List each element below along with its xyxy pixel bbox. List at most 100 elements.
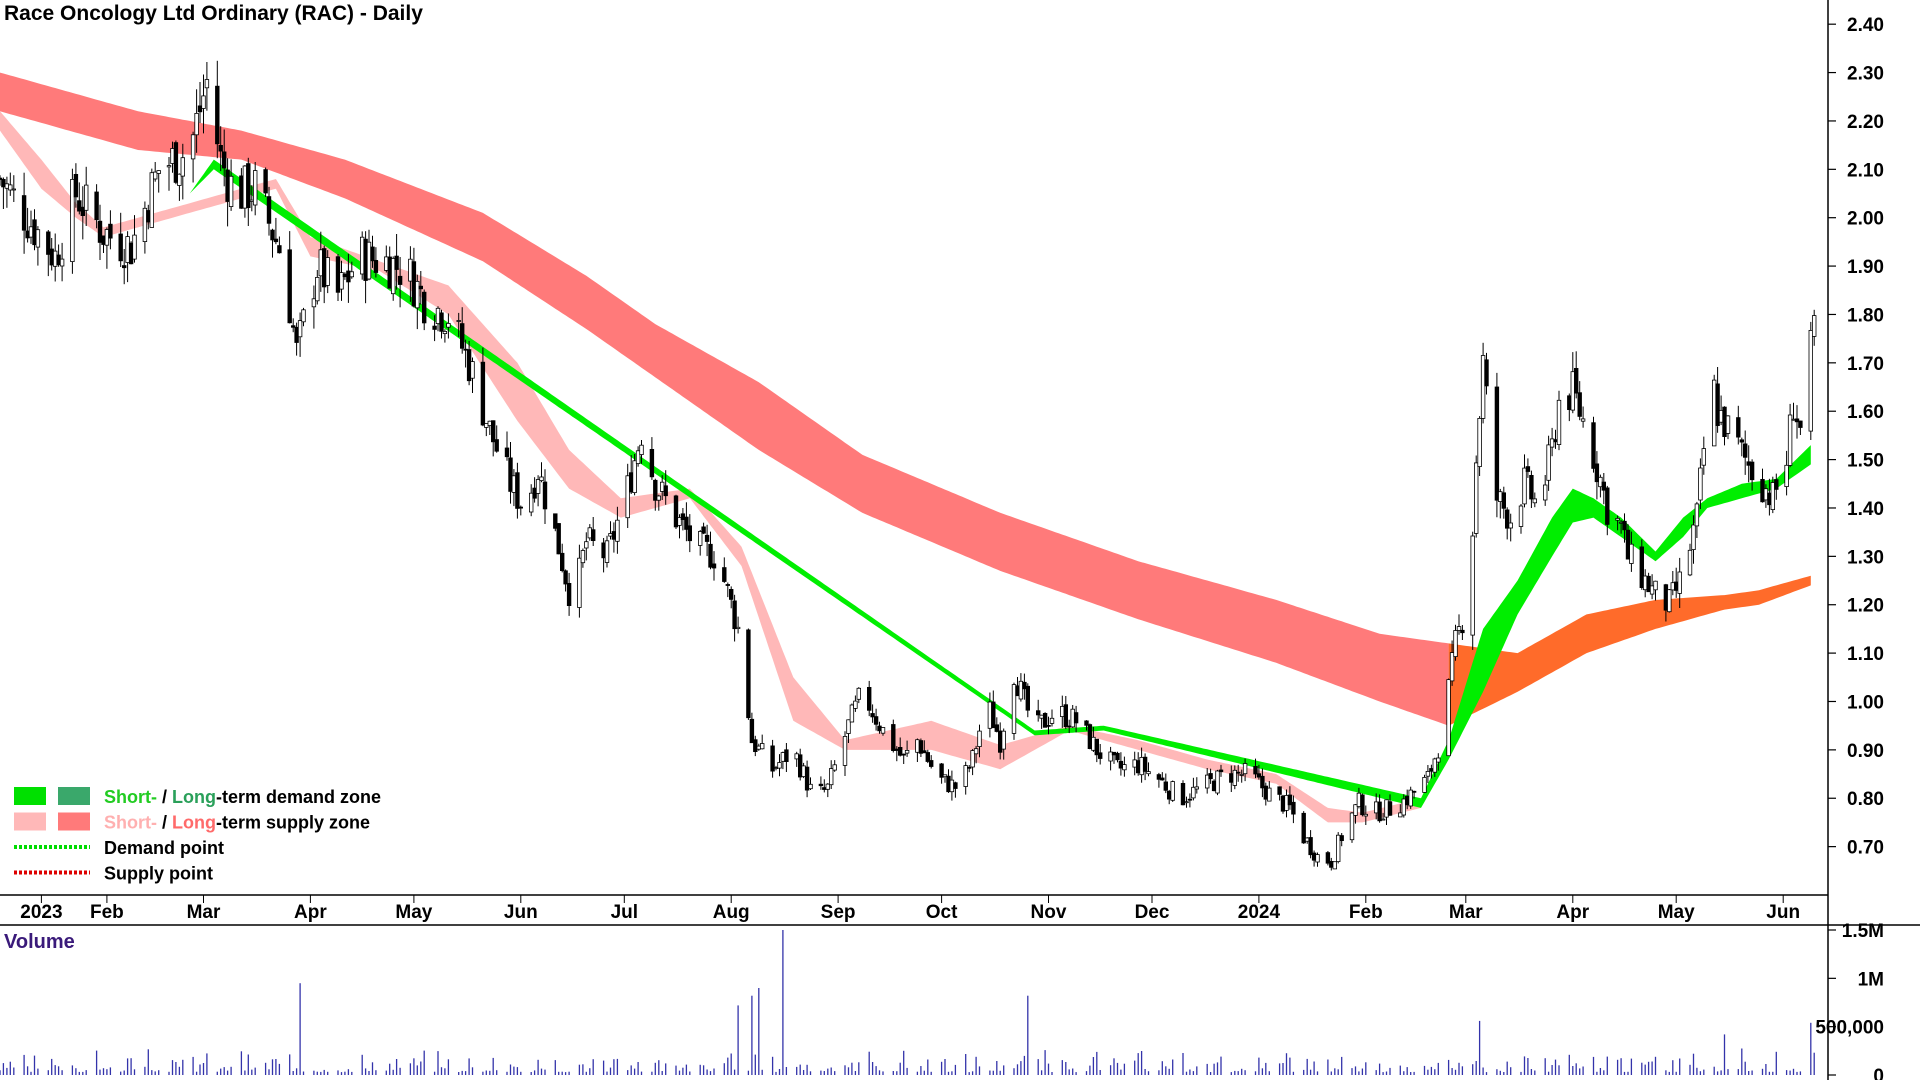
candle-body (421, 291, 427, 324)
candle-body (1329, 861, 1334, 868)
candle-body (1674, 581, 1679, 591)
y-tick-label: 1.70 (1847, 354, 1884, 375)
legend-label-part: Short- (104, 813, 157, 833)
candle-body (446, 322, 451, 328)
candle-body (1549, 438, 1555, 448)
x-tick-label: Jun (504, 902, 538, 923)
candle-body (270, 229, 275, 241)
candle-body (625, 475, 630, 519)
candle-body (1036, 710, 1041, 716)
candle-body (556, 523, 561, 555)
candle-body (591, 529, 596, 542)
candle-body (749, 718, 755, 744)
candle-body (1, 178, 6, 188)
candle-body (1763, 488, 1769, 501)
candle-body (315, 276, 320, 302)
candle-body (1529, 474, 1534, 500)
candle-body (846, 719, 851, 734)
candle-body (1725, 415, 1731, 434)
candle-body (415, 280, 420, 309)
legend-swatch-long (58, 812, 90, 831)
candle-body (870, 713, 875, 718)
candle-body (1784, 464, 1789, 487)
candle-body (1291, 801, 1296, 815)
candle-body (1787, 414, 1793, 466)
candle-body (1480, 355, 1486, 419)
candle-body (273, 238, 279, 243)
candle-body (901, 753, 906, 756)
x-tick-label: Sep (821, 902, 856, 923)
candle-body (97, 220, 103, 243)
candle-body (1518, 505, 1524, 527)
candle-body (1042, 713, 1048, 728)
candle-body (784, 749, 789, 762)
x-tick-label: Feb (1349, 902, 1383, 923)
candle-body (1060, 706, 1065, 718)
candle-body (1111, 751, 1117, 756)
x-tick-label: Aug (713, 902, 750, 923)
candle-body (325, 257, 330, 286)
candle-body (1498, 491, 1503, 503)
candle-body (125, 236, 130, 263)
candle-body (1432, 758, 1437, 773)
candle-body (1039, 714, 1044, 719)
candle-body (166, 165, 172, 168)
candle-body (891, 724, 896, 752)
candle-body (173, 142, 179, 183)
candle-body (1629, 543, 1634, 564)
candle-body (673, 495, 679, 528)
candle-body (1677, 571, 1682, 594)
x-tick-label: Feb (90, 902, 124, 923)
candle-body (1063, 704, 1068, 728)
candle-body (49, 248, 54, 266)
candle-body (808, 783, 813, 790)
candle-body (684, 516, 689, 530)
candle-body (515, 472, 520, 509)
candle-body (59, 258, 65, 267)
long-term-zone-transition (1448, 575, 1811, 726)
candle-body (708, 543, 713, 568)
candle-body (722, 567, 727, 582)
y-tick-label: 1.90 (1847, 257, 1884, 278)
candle-body (132, 234, 137, 260)
candle-body (1380, 818, 1386, 821)
candle-body (1425, 771, 1431, 777)
volume-tick-label: 0 (1873, 1066, 1884, 1080)
legend-label-part: Supply point (104, 864, 213, 884)
legend-label-part: Long (172, 787, 216, 807)
candle-body (1142, 756, 1148, 772)
candle-body (1474, 462, 1479, 534)
candle-body (1205, 774, 1210, 789)
legend-label-part: / (157, 813, 172, 833)
candle-body (873, 716, 879, 725)
candle-body (266, 196, 272, 224)
candle-body (287, 249, 292, 324)
candle-body (904, 750, 910, 754)
candle-body (1253, 766, 1258, 775)
x-tick-label: May (1658, 902, 1695, 923)
volume-tick-label: 1M (1858, 969, 1884, 990)
legend-label-part: -term demand zone (216, 787, 381, 807)
candle-body (1325, 852, 1331, 864)
x-tick-label: May (395, 902, 432, 923)
candle-body (801, 765, 806, 778)
y-tick-label: 2.20 (1847, 112, 1884, 133)
candle-body (1308, 837, 1313, 856)
candle-body (1260, 775, 1265, 789)
y-tick-label: 1.40 (1847, 499, 1884, 520)
candle-body (470, 361, 475, 379)
candle-body (215, 85, 220, 145)
candle-body (1522, 467, 1527, 505)
y-tick-label: 0.80 (1847, 789, 1884, 810)
candle-body (1543, 484, 1548, 501)
zone-layer (0, 72, 1811, 823)
candle-body (1794, 418, 1800, 423)
candle-body (146, 210, 151, 223)
candle-body (418, 285, 423, 290)
candle-body (1094, 738, 1099, 756)
candle-body (1594, 463, 1600, 483)
candle-body (390, 257, 396, 295)
candle-body (1232, 769, 1237, 786)
candle-body (1336, 834, 1341, 863)
